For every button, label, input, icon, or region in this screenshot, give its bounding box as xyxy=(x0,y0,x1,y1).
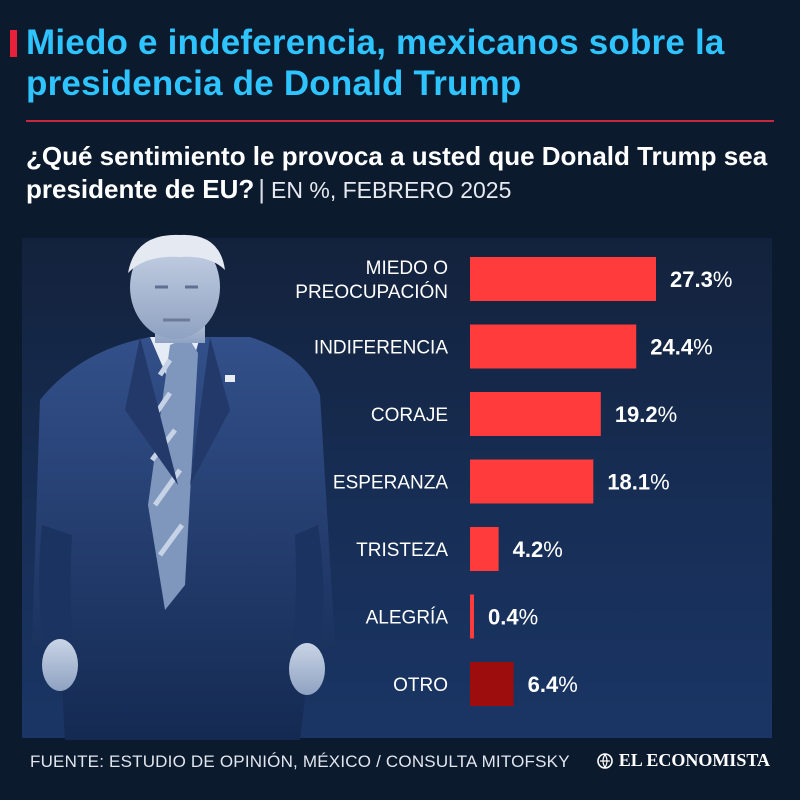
chart-subtitle: ¿Qué sentimiento le provoca a usted que … xyxy=(26,140,786,207)
unit-note: EN %, FEBRERO 2025 xyxy=(271,177,512,203)
page-title: Miedo e indeferencia, mexicanos sobre la… xyxy=(26,23,725,103)
bar xyxy=(470,594,474,639)
bar xyxy=(470,459,594,504)
category-label: ALEGRÍA xyxy=(366,608,449,629)
category-label-line: INDIFERENCIA xyxy=(314,338,448,359)
value-percent-sign: % xyxy=(693,335,713,360)
category-label-line: TRISTEZA xyxy=(356,540,448,561)
category-label-line: PREOCUPACIÓN xyxy=(295,281,448,303)
category-label: INDIFERENCIA xyxy=(314,338,448,359)
value-number: 4.2 xyxy=(513,537,544,562)
bar xyxy=(470,324,637,369)
value-label: 24.4% xyxy=(650,335,712,360)
bar xyxy=(470,662,514,706)
publisher-name: EL ECONOMISTA xyxy=(618,750,770,770)
value-percent-sign: % xyxy=(713,267,733,292)
category-label: CORAJE xyxy=(371,405,448,426)
bar xyxy=(470,392,601,436)
value-label: 19.2% xyxy=(615,402,677,427)
bar xyxy=(470,527,499,571)
subtitle-separator: | xyxy=(258,174,266,204)
value-number: 19.2 xyxy=(615,402,658,427)
value-number: 24.4 xyxy=(650,335,694,360)
value-label: 18.1% xyxy=(607,470,669,495)
value-percent-sign: % xyxy=(650,470,670,495)
publisher-logo: EL ECONOMISTA xyxy=(596,750,770,771)
category-label: TRISTEZA xyxy=(356,540,448,561)
value-percent-sign: % xyxy=(558,672,578,697)
value-label: 0.4% xyxy=(488,605,538,630)
category-label-line: ESPERANZA xyxy=(333,473,448,494)
category-label-line: OTRO xyxy=(393,675,448,696)
value-number: 27.3 xyxy=(670,267,713,292)
value-number: 18.1 xyxy=(607,470,650,495)
bar xyxy=(470,257,656,301)
category-label-line: CORAJE xyxy=(371,405,448,426)
value-percent-sign: % xyxy=(519,605,539,630)
category-label: OTRO xyxy=(393,675,448,696)
category-label: ESPERANZA xyxy=(333,473,448,494)
category-label-line: ALEGRÍA xyxy=(366,608,449,629)
value-number: 6.4 xyxy=(528,672,559,697)
globe-icon xyxy=(596,752,613,769)
value-label: 27.3% xyxy=(670,267,732,292)
value-label: 4.2% xyxy=(513,537,563,562)
source-note: FUENTE: ESTUDIO DE OPINIÓN, MÉXICO / CON… xyxy=(30,752,570,771)
title-accent-bar xyxy=(10,30,17,57)
value-percent-sign: % xyxy=(658,402,678,427)
title-divider xyxy=(26,120,774,122)
survey-question: ¿Qué sentimiento le provoca a usted que … xyxy=(26,141,768,204)
politician-figure-image xyxy=(32,234,335,740)
value-label: 6.4% xyxy=(528,672,578,697)
value-percent-sign: % xyxy=(543,537,563,562)
value-number: 0.4 xyxy=(488,605,519,630)
horizontal-bar-chart: MIEDO O PREOCUPACIÓN 27.3% INDIFERENCIA 24.4… xyxy=(295,257,732,706)
category-label: MIEDO O PREOCUPACIÓN xyxy=(295,258,448,303)
category-label-line: MIEDO O xyxy=(366,258,448,279)
